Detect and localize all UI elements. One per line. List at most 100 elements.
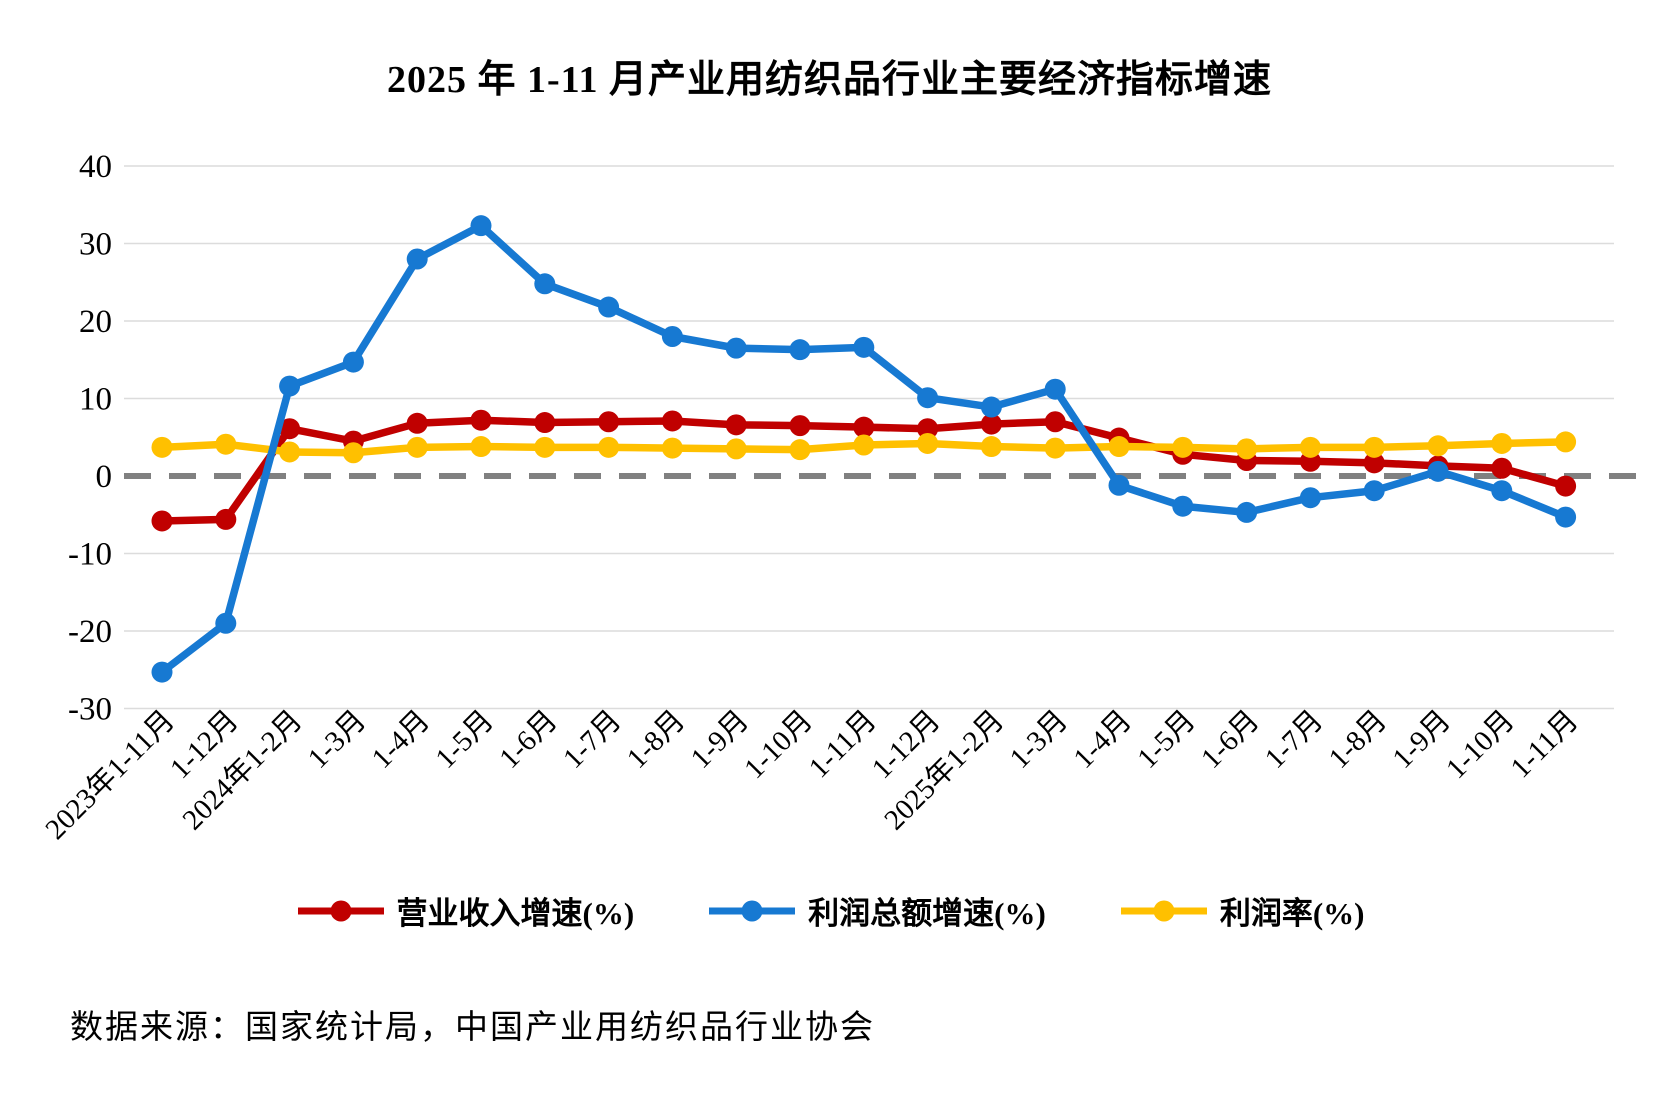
data-point-marker <box>853 416 875 438</box>
data-point-marker <box>534 273 556 295</box>
data-point-marker <box>342 351 364 373</box>
data-point-marker <box>1108 474 1130 496</box>
data-point-marker <box>1299 487 1321 509</box>
data-point-marker <box>1044 437 1066 459</box>
data-point-marker <box>151 661 173 683</box>
y-axis-tick-label: 30 <box>79 227 112 263</box>
x-axis-category-label: 1-10月 <box>1440 704 1521 785</box>
data-point-marker <box>406 412 428 434</box>
x-axis-category-label: 1-8月 <box>1323 704 1393 774</box>
chart-title: 2025 年 1-11 月产业用纺织品行业主要经济指标增速 <box>386 59 1273 101</box>
data-point-marker <box>598 296 620 318</box>
data-point-marker <box>1555 431 1577 453</box>
legend-label: 营业收入增速(%) <box>396 896 635 931</box>
data-point-marker <box>215 433 237 455</box>
data-point-marker <box>534 412 556 434</box>
x-axis-category-label: 1-7月 <box>557 704 627 774</box>
data-point-marker <box>1427 460 1449 482</box>
data-point-marker <box>1427 435 1449 457</box>
data-point-marker <box>917 418 939 440</box>
y-axis-tick-label: 20 <box>79 304 112 340</box>
y-axis-tick-label: 40 <box>79 149 112 185</box>
data-point-marker <box>980 396 1002 418</box>
y-axis-tick-label: 0 <box>96 459 113 495</box>
data-point-marker <box>980 436 1002 458</box>
data-point-marker <box>853 336 875 358</box>
data-point-marker <box>1555 506 1577 528</box>
data-point-marker <box>1172 495 1194 517</box>
data-point-marker <box>661 410 683 432</box>
data-point-marker <box>661 437 683 459</box>
x-axis-category-label: 1-4月 <box>366 704 436 774</box>
x-axis-category-label: 1-6月 <box>493 704 563 774</box>
x-axis-category-label: 1-3月 <box>1004 704 1074 774</box>
legend-label: 利润总额增速(%) <box>808 896 1046 931</box>
data-point-marker <box>917 387 939 409</box>
x-axis-category-label: 1-5月 <box>429 704 499 774</box>
legend-item-1: 营业收入增速(%) <box>295 888 635 933</box>
data-point-marker <box>406 436 428 458</box>
data-point-marker <box>279 441 301 463</box>
y-axis-tick-label: -30 <box>68 692 112 728</box>
data-point-marker <box>1491 432 1513 454</box>
x-axis-category-label: 1-3月 <box>302 704 372 774</box>
y-axis-tick-label: -20 <box>68 614 112 650</box>
data-point-marker <box>853 434 875 456</box>
x-axis-category-label: 1-7月 <box>1259 704 1329 774</box>
data-point-marker <box>1044 378 1066 400</box>
data-point-marker <box>980 413 1002 435</box>
data-point-marker <box>789 415 811 437</box>
x-axis-category-label: 1-10月 <box>738 704 819 785</box>
data-point-marker <box>406 248 428 270</box>
x-axis-category-label: 1-8月 <box>621 704 691 774</box>
x-axis-category-label: 1-4月 <box>1067 704 1137 774</box>
data-point-marker <box>789 439 811 461</box>
data-point-marker <box>725 337 747 359</box>
legend-marker-icon <box>297 900 384 921</box>
data-point-marker <box>725 438 747 460</box>
data-point-marker <box>279 375 301 397</box>
x-axis-category-label: 1-11月 <box>1505 704 1585 784</box>
legend-item-3: 利润率(%) <box>1118 888 1365 933</box>
data-point-marker <box>279 418 301 440</box>
y-axis-tick-label: -10 <box>68 537 112 573</box>
data-point-marker <box>1363 452 1385 474</box>
chart-legend: 营业收入增速(%) 利润总额增速(%) 利润率(%) <box>0 888 1659 933</box>
x-axis-category-label: 1-11月 <box>803 704 883 784</box>
data-point-marker <box>1236 501 1258 523</box>
data-point-marker <box>1363 436 1385 458</box>
data-point-marker <box>215 508 237 530</box>
data-point-marker <box>598 436 620 458</box>
data-point-marker <box>1044 411 1066 433</box>
data-point-marker <box>917 432 939 454</box>
data-point-marker <box>789 339 811 361</box>
data-point-marker <box>1555 475 1577 497</box>
data-point-marker <box>1108 436 1130 458</box>
data-point-marker <box>470 409 492 431</box>
data-point-marker <box>470 436 492 458</box>
data-point-marker <box>598 411 620 433</box>
data-point-marker <box>661 326 683 347</box>
y-axis-tick-label: 10 <box>79 382 112 418</box>
legend-label: 利润率(%) <box>1219 896 1365 931</box>
data-point-marker <box>342 442 364 464</box>
data-point-marker <box>1491 480 1513 502</box>
data-point-marker <box>1363 480 1385 502</box>
legend-marker-icon <box>709 900 796 921</box>
data-point-marker <box>215 612 237 634</box>
data-point-marker <box>151 436 173 458</box>
data-source-note: 数据来源：国家统计局，中国产业用纺织品行业协会 <box>70 1010 875 1046</box>
legend-marker-icon <box>1120 900 1207 921</box>
data-point-marker <box>1491 457 1513 479</box>
data-point-marker <box>1236 438 1258 460</box>
x-axis-category-label: 1-6月 <box>1195 704 1265 774</box>
data-point-marker <box>725 414 747 436</box>
data-point-marker <box>151 510 173 532</box>
legend-item-2: 利润总额增速(%) <box>706 888 1046 933</box>
data-point-marker <box>534 436 556 458</box>
data-point-marker <box>1172 436 1194 458</box>
data-point-marker <box>1299 436 1321 458</box>
x-axis-category-label: 1-5月 <box>1131 704 1201 774</box>
